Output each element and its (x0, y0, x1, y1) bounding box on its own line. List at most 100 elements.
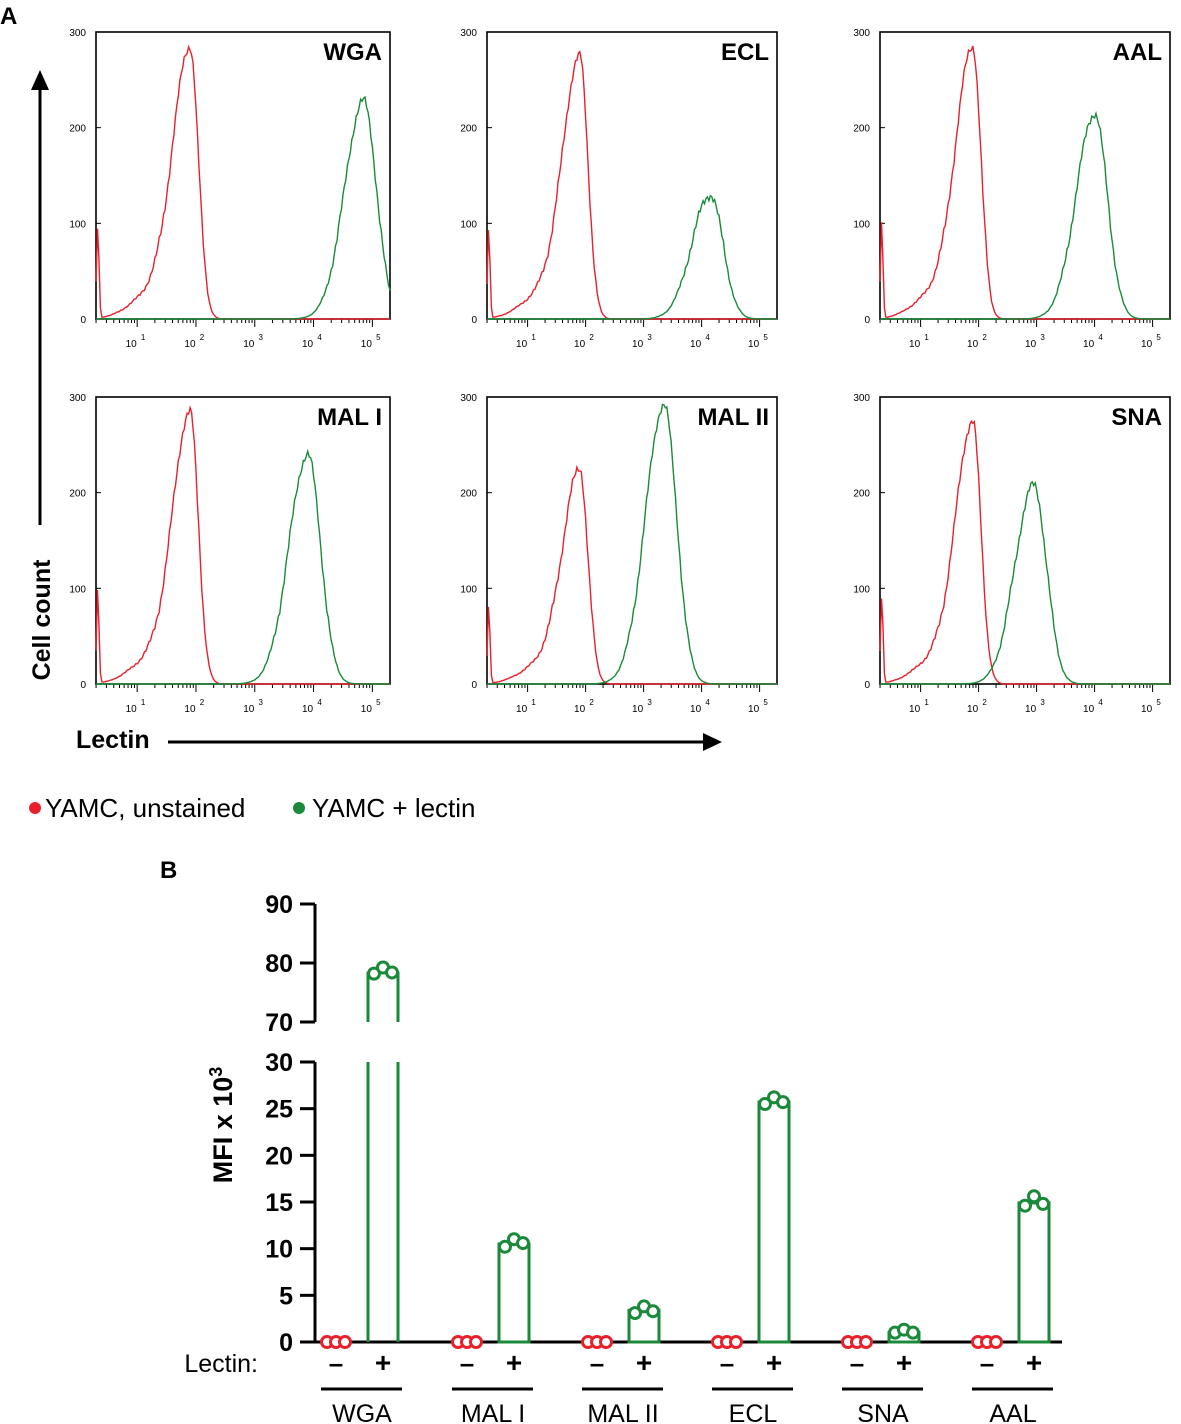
sign-minus: – (460, 1348, 474, 1378)
legend-label-unstained: YAMC, unstained (45, 793, 245, 823)
y-tick-label: 200 (460, 124, 477, 135)
x-tick-label: 10 (243, 704, 255, 715)
y-tick-label: 10 (265, 1236, 293, 1264)
histogram-unstained-line (879, 45, 1170, 320)
sign-minus: – (850, 1348, 864, 1378)
y-tick-label: 300 (69, 28, 86, 39)
data-point-lectin (1018, 1198, 1032, 1213)
y-tick-label: 15 (265, 1189, 293, 1217)
sign-plus: + (896, 1347, 912, 1378)
sign-plus: + (766, 1347, 782, 1378)
sign-minus: – (590, 1348, 604, 1378)
x-tick-label: 10 (909, 704, 921, 715)
x-tick-exponent: 3 (647, 698, 652, 707)
y-tick-label: 5 (279, 1282, 293, 1310)
y-axis-title: Cell count (28, 559, 56, 681)
panel-b-bar-chart: 0 5 10 15 20 25 30 70 80 90 MFI x 103 – + WGA – + MAL I –… (184, 891, 1062, 1424)
x-tick-label: 10 (574, 704, 586, 715)
histogram-frame (879, 396, 1171, 685)
x-tick-label: 10 (126, 704, 138, 715)
x-tick-label: 10 (967, 704, 979, 715)
x-tick-exponent: 3 (647, 333, 652, 342)
x-tick-label: 10 (632, 339, 644, 350)
data-point-lectin (776, 1095, 790, 1110)
x-tick-exponent: 4 (317, 333, 322, 342)
x-tick-exponent: 1 (531, 333, 536, 342)
x-tick-exponent: 2 (200, 333, 205, 342)
panel-a-histograms: WGA0100200300101102103104105ECL010020030… (69, 28, 1171, 715)
x-tick-exponent: 4 (317, 698, 322, 707)
x-tick-label: 10 (243, 339, 255, 350)
y-tick-label: 20 (265, 1142, 293, 1170)
x-tick-exponent: 5 (376, 333, 381, 342)
x-tick-exponent: 3 (259, 698, 264, 707)
x-tick-exponent: 5 (763, 333, 768, 342)
histogram-frame (486, 396, 778, 685)
x-axis-arrow-head (703, 733, 722, 751)
y-tick-label: 0 (279, 1329, 293, 1357)
x-tick-exponent: 3 (259, 333, 264, 342)
x-tick-label: 10 (967, 339, 979, 350)
data-point-lectin (498, 1239, 512, 1254)
y-tick-label: 0 (471, 680, 477, 691)
x-tick-label: 10 (1141, 704, 1153, 715)
x-tick-label: 10 (361, 704, 373, 715)
data-point-lectin (646, 1304, 660, 1319)
legend-dot-unstained (29, 802, 41, 814)
x-tick-label: 10 (1025, 339, 1037, 350)
x-tick-label: 10 (632, 704, 644, 715)
data-point-lectin (1036, 1196, 1050, 1211)
y-tick-label: 300 (460, 28, 477, 39)
data-point-unstained (338, 1335, 352, 1349)
y-tick-label: 80 (265, 950, 293, 978)
histogram-unstained-line (879, 419, 1170, 685)
x-axis-title: Lectin (76, 726, 150, 754)
x-tick-exponent: 3 (1040, 698, 1045, 707)
x-tick-label: 10 (302, 339, 314, 350)
histogram-lectin-line (487, 194, 777, 320)
x-tick-label: 10 (184, 339, 196, 350)
y-tick-label: 300 (853, 28, 870, 39)
data-point-lectin (906, 1325, 920, 1340)
row-label-lectin: Lectin: (184, 1350, 258, 1378)
histogram-unstained-line (95, 405, 390, 685)
histogram-frame (879, 31, 1171, 320)
x-tick-label: 10 (690, 339, 702, 350)
x-tick-label: 10 (909, 339, 921, 350)
y-tick-label: 200 (460, 489, 477, 500)
x-tick-exponent: 2 (982, 698, 987, 707)
category-label: WGA (332, 1400, 392, 1424)
x-tick-exponent: 2 (589, 333, 594, 342)
x-tick-exponent: 4 (705, 698, 710, 707)
y-tick-label: 90 (265, 891, 293, 919)
category-label: ECL (729, 1400, 778, 1424)
x-tick-exponent: 2 (200, 698, 205, 707)
x-tick-label: 10 (748, 339, 760, 350)
y-tick-label: 100 (69, 584, 86, 595)
data-point-lectin (385, 965, 399, 980)
data-point-lectin (367, 966, 381, 981)
data-point-lectin (1027, 1189, 1041, 1204)
sign-minus: – (980, 1348, 994, 1378)
legend-dot-lectin (293, 802, 305, 814)
y-axis-arrow-head (31, 70, 49, 90)
data-point-unstained (599, 1335, 613, 1349)
category-label: SNA (857, 1400, 909, 1424)
y-tick-label: 25 (265, 1096, 293, 1124)
sign-plus: + (375, 1347, 391, 1378)
data-point-lectin (758, 1097, 772, 1111)
y-tick-label: 0 (80, 315, 86, 326)
x-tick-exponent: 1 (531, 698, 536, 707)
y-tick-label: 300 (853, 393, 870, 404)
histogram-title: WGA (323, 39, 382, 66)
x-tick-label: 10 (516, 704, 528, 715)
y-tick-label: 100 (69, 219, 86, 230)
sign-minus: – (329, 1348, 343, 1378)
y-tick-label: 0 (471, 315, 477, 326)
x-tick-label: 10 (748, 704, 760, 715)
data-point-lectin (516, 1236, 530, 1251)
